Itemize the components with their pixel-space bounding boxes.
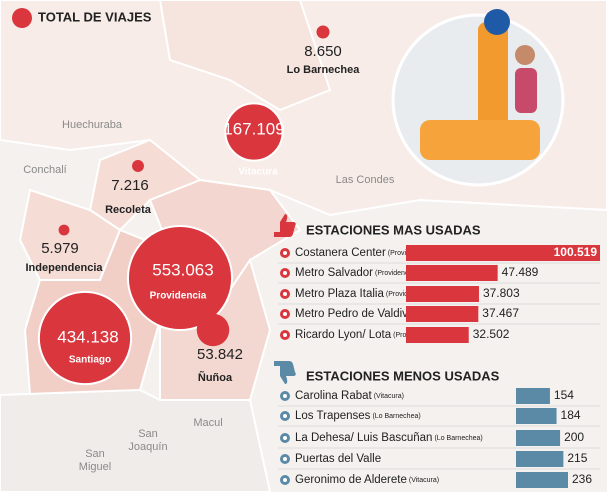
bubble-name: Ñuñoa (198, 371, 233, 384)
chart-title: ESTACIONES MAS USADAS (306, 222, 481, 237)
station-name: Metro Pedro de Valdivia (295, 308, 417, 320)
bubble (132, 160, 144, 172)
value-label: 200 (564, 430, 584, 444)
place-label: San (138, 428, 158, 440)
photo (391, 9, 565, 187)
station-comuna: (Providencia) (375, 270, 416, 277)
bullet-dot (283, 312, 287, 316)
bubble (196, 313, 230, 347)
bar (516, 388, 550, 404)
bubble-name: Independencia (25, 262, 103, 274)
bar (406, 286, 479, 302)
bubble-value: 5.979 (41, 240, 79, 257)
value-label: 37.803 (483, 286, 520, 300)
bar (516, 472, 568, 488)
bullet-dot (283, 292, 287, 296)
place-label: Huechuraba (62, 119, 123, 131)
station-comuna: (Lo Barnechea) (434, 435, 482, 442)
place-label: San (85, 448, 105, 460)
station-name: Geronimo de Alderete (295, 474, 407, 486)
bar (516, 430, 561, 446)
bar (406, 306, 479, 322)
station-name: Metro Salvador (295, 267, 373, 279)
bubble-value: 8.650 (304, 43, 342, 60)
value-label: 236 (572, 472, 592, 486)
bubble-name: Santiago (69, 355, 111, 366)
bullet-dot (283, 478, 287, 482)
bubble (316, 25, 330, 39)
bubble (126, 224, 234, 332)
station-name: Los Trapenses (295, 410, 371, 422)
station-name: Costanera Center (295, 247, 386, 259)
bullet-dot (283, 414, 287, 418)
station-name: Metro Plaza Italia (295, 288, 384, 300)
station-comuna: (Lo Barnechea) (372, 413, 420, 420)
bubble-name: Recoleta (105, 204, 152, 216)
bubble-name: Providencia (150, 291, 207, 302)
bullet-dot (283, 251, 287, 255)
place-label: Las Condes (336, 174, 395, 186)
value-label: 32.502 (473, 327, 510, 341)
bubble-value: 553.063 (152, 260, 213, 279)
bubble (224, 102, 284, 162)
bullet-dot (283, 333, 287, 337)
value-label: 100.519 (554, 245, 598, 259)
station-name: La Dehesa/ Luis Bascuñan (295, 432, 432, 444)
place-label: Macul (193, 417, 222, 429)
value-label: 37.467 (482, 306, 519, 320)
chart-title: ESTACIONES MENOS USADAS (306, 368, 500, 383)
bullet-dot (283, 457, 287, 461)
value-label: 47.489 (502, 265, 539, 279)
bar (406, 265, 498, 281)
bullet-dot (283, 394, 287, 398)
bar (516, 408, 557, 424)
bubble-value: 434.138 (57, 327, 118, 346)
bubble-value: 7.216 (111, 177, 149, 194)
place-label: Miguel (79, 461, 111, 473)
bar (406, 245, 600, 261)
station-comuna: (Vitacura) (374, 393, 404, 400)
station-name: Ricardo Lyon/ Lota (295, 329, 392, 341)
bar (406, 327, 469, 343)
bullet-dot (283, 436, 287, 440)
value-label: 154 (554, 388, 574, 402)
value-label: 184 (561, 408, 581, 422)
place-label: Joaquín (128, 441, 167, 453)
bar (516, 451, 564, 467)
value-label: 215 (567, 451, 587, 465)
bubble-value: 53.842 (197, 346, 243, 363)
bubble-value: 167.109 (223, 119, 284, 138)
station-comuna: (Vitacura) (409, 477, 439, 484)
station-name: Carolina Rabat (295, 390, 373, 402)
bullet-dot (283, 271, 287, 275)
station-name: Puertas del Valle (295, 453, 381, 465)
bubble-name: Lo Barnechea (287, 64, 361, 76)
icons (274, 214, 296, 384)
bubble-name: Vitacura (238, 167, 278, 178)
bubble (37, 290, 133, 386)
legend-marker (12, 8, 32, 28)
legend-title: TOTAL DE VIAJES (38, 9, 152, 24)
place-label: Conchalí (23, 164, 66, 176)
bubble (58, 224, 70, 236)
